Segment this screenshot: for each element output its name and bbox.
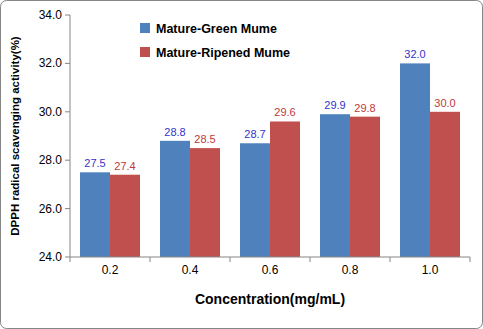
bar: [80, 172, 110, 257]
y-axis: [70, 15, 71, 257]
y-axis-title: DPPH radical scavenging activity(%): [9, 36, 21, 236]
chart: 27.5 28.8 28.7 29.9 32.0 27.4 28.5 29.6 29.8 30.0…: [0, 0, 483, 329]
y-tick-label: 34.0: [39, 8, 63, 22]
y-tick-label: 30.0: [39, 105, 63, 119]
data-label: 32.0: [404, 48, 425, 60]
y-tick: [65, 257, 70, 258]
x-axis: [70, 257, 470, 258]
x-axis-title: Concentration(mg/mL): [195, 291, 345, 307]
x-tick-label: 0.6: [262, 263, 279, 277]
bar: [110, 175, 140, 257]
bar: [270, 121, 300, 257]
data-label: 29.9: [324, 99, 345, 111]
data-label: 29.6: [274, 106, 295, 118]
data-label: 27.4: [114, 160, 135, 172]
x-tick: [310, 257, 311, 262]
legend-swatch: [140, 23, 150, 33]
bars: [80, 63, 460, 257]
chart-border: [1, 1, 483, 329]
x-tick-label: 0.8: [342, 263, 359, 277]
x-tick: [390, 257, 391, 262]
x-tick-label: 0.4: [182, 263, 199, 277]
bar: [430, 112, 460, 257]
legend-label: Mature-Green Mume: [156, 22, 277, 36]
bar: [320, 114, 350, 257]
x-tick: [70, 257, 71, 262]
y-tick: [65, 160, 70, 161]
legend-swatch: [140, 47, 150, 57]
y-tick: [65, 111, 70, 112]
y-tick-label: 24.0: [39, 250, 63, 264]
bar: [350, 117, 380, 257]
legend-label: Mature-Ripened Mume: [156, 46, 290, 60]
x-tick: [230, 257, 231, 262]
data-label: 28.8: [164, 126, 185, 138]
y-tick: [65, 15, 70, 16]
data-label: 27.5: [84, 157, 105, 169]
bar: [240, 143, 270, 257]
x-tick-label: 0.2: [102, 263, 119, 277]
bar: [190, 148, 220, 257]
data-label: 30.0: [434, 97, 455, 109]
y-tick-label: 32.0: [39, 56, 63, 70]
x-tick-label: 1.0: [422, 263, 439, 277]
bar: [160, 141, 190, 257]
x-tick: [150, 257, 151, 262]
data-label: 28.7: [244, 128, 265, 140]
data-label: 29.8: [354, 102, 375, 114]
data-label: 28.5: [194, 133, 215, 145]
x-tick: [470, 257, 471, 262]
y-tick: [65, 63, 70, 64]
bar: [400, 63, 430, 257]
y-tick-label: 28.0: [39, 153, 63, 167]
y-tick-label: 26.0: [39, 202, 63, 216]
y-tick: [65, 208, 70, 209]
